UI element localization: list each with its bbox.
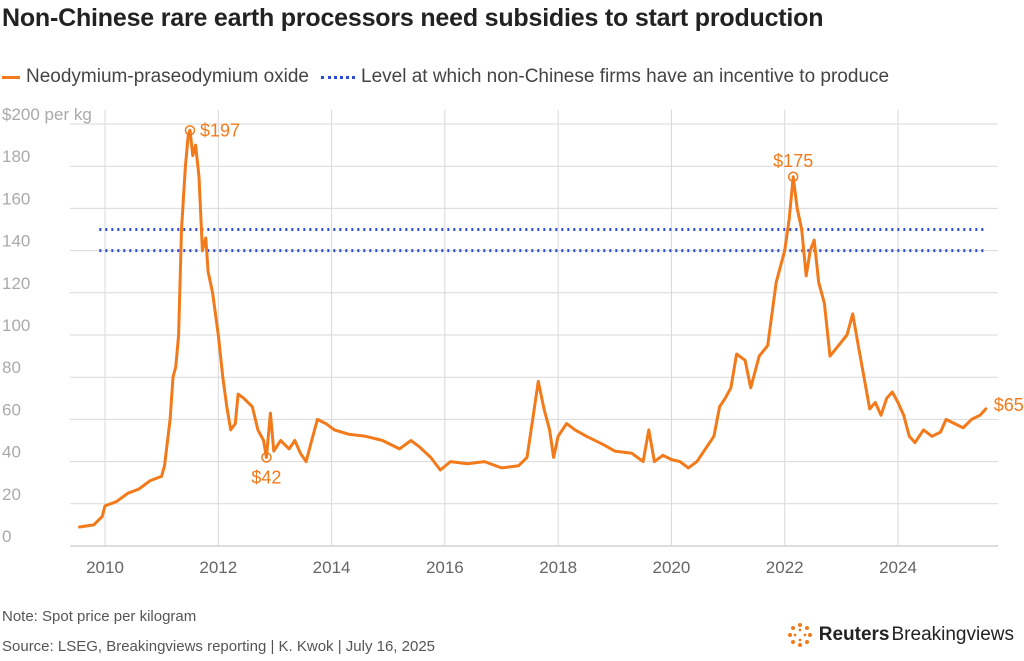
y-tick-label: $200 per kg: [2, 105, 92, 124]
annotation-label: $197: [200, 120, 240, 140]
annotation-label: $175: [773, 151, 813, 171]
y-tick-label: 140: [2, 232, 30, 251]
brand-name-bold: Reuters: [818, 624, 890, 645]
brand-name-regular: Breakingviews: [891, 624, 1015, 645]
annotation-marker: [261, 452, 272, 463]
y-tick-label: 0: [2, 527, 11, 546]
series-legend-swatch: [2, 75, 20, 79]
reuters-logo-icon: [787, 623, 812, 647]
chart-title: Non-Chinese rare earth processors need s…: [2, 4, 824, 32]
reuters-breakingviews-logo: Reuters Breakingviews: [787, 622, 1014, 648]
x-tick-label: 2012: [199, 558, 237, 577]
y-tick-label: 40: [2, 443, 21, 462]
y-tick-label: 60: [2, 400, 21, 419]
x-tick-label: 2018: [539, 558, 577, 577]
annotation-marker: [787, 171, 799, 182]
footnote: Note: Spot price per kilogram: [2, 608, 197, 625]
annotation-marker: [184, 125, 196, 136]
x-tick-label: 2022: [766, 558, 804, 577]
series-legend-label: Neodymium-praseodymium oxide: [26, 66, 309, 87]
threshold-legend-swatch: [321, 75, 355, 79]
x-tick-label: 2016: [426, 558, 464, 577]
y-tick-label: 100: [2, 316, 30, 335]
threshold-legend-label: Level at which non-Chinese firms have an…: [361, 66, 890, 87]
line-chart: 0 20 40 60 80 100 120 140 160 180 $200 per kg 2010 2…: [2, 105, 1024, 577]
source-credit: Source: LSEG, Breakingviews reporting | …: [2, 638, 436, 655]
y-tick-label: 160: [2, 189, 30, 208]
x-tick-label: 2020: [653, 558, 691, 577]
y-tick-label: 20: [2, 485, 21, 504]
series-line: [78, 128, 988, 529]
y-tick-label: 120: [2, 274, 30, 293]
y-tick-label: 80: [2, 358, 21, 377]
legend: Neodymium-praseodymium oxide Level at wh…: [2, 66, 889, 88]
annotation-label: $65: [994, 395, 1024, 415]
annotation-label: $42: [251, 467, 281, 487]
x-tick-label: 2024: [879, 558, 917, 577]
x-tick-label: 2014: [313, 558, 351, 577]
y-tick-label: 180: [2, 147, 30, 166]
x-tick-label: 2010: [86, 558, 124, 577]
